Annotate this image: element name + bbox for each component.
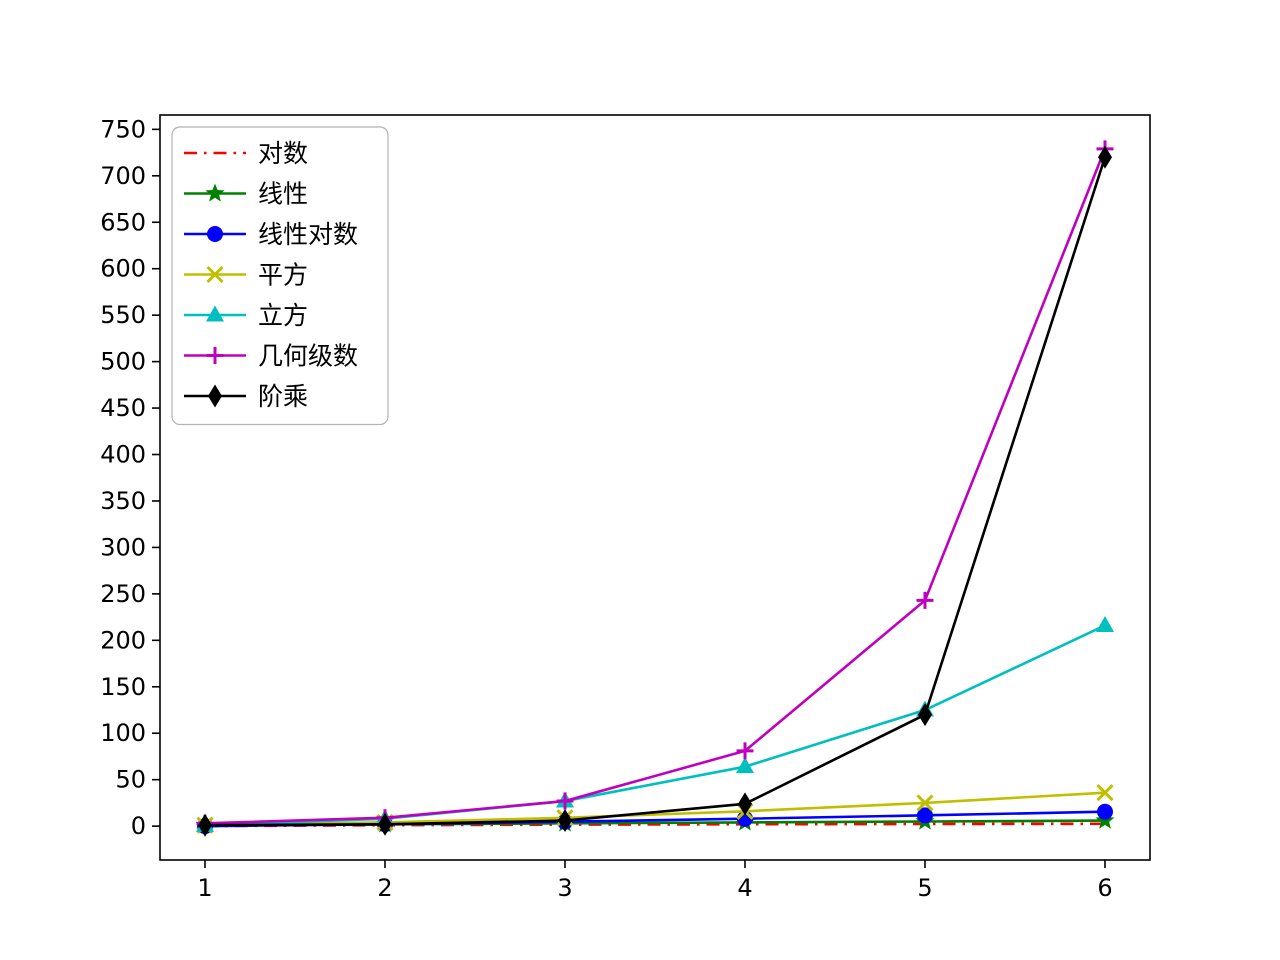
circle-marker [917, 807, 933, 824]
circle-marker [1097, 803, 1113, 820]
legend-label-factorial: 阶乘 [258, 382, 308, 411]
diamond-marker [558, 809, 572, 833]
diamond-marker [208, 384, 222, 408]
series-line-geometric [204, 148, 1107, 825]
x-marker [1096, 784, 1114, 802]
legend-entry-linearithmic: 线性对数 [184, 220, 358, 249]
legend-label-geometric: 几何级数 [258, 342, 358, 371]
x-marker [206, 265, 224, 284]
x-tick-label: 3 [557, 874, 572, 902]
legend-entry-linear: 线性 [184, 180, 308, 209]
legend-label-linearithmic: 线性对数 [258, 220, 358, 249]
y-axis: 0 50 100 150 200 250 300 350 400 450 500 550 600 650 7… [100, 115, 160, 840]
y-tick-label: 250 [100, 580, 146, 608]
y-tick-label: 600 [100, 255, 146, 283]
y-tick-label: 0 [131, 812, 146, 840]
diamond-marker [918, 703, 932, 727]
x-tick-label: 1 [197, 874, 212, 902]
y-tick-label: 650 [100, 208, 146, 236]
series-line-factorial [204, 156, 1107, 827]
triangle-marker [206, 305, 224, 322]
legend-entry-factorial: 阶乘 [184, 382, 308, 411]
plus-marker [206, 347, 224, 364]
y-tick-label: 400 [100, 441, 146, 469]
legend-entry-log: 对数 [184, 139, 308, 168]
series-line-cubic [204, 624, 1106, 827]
x-marker [916, 794, 934, 812]
axes-frame [159, 114, 1151, 861]
series-factorial [198, 145, 1112, 837]
legend-entry-cubic: 立方 [184, 301, 308, 330]
plus-marker [736, 742, 754, 760]
y-tick-label: 750 [100, 115, 146, 143]
y-tick-label: 150 [100, 673, 146, 701]
legend-label-linear: 线性 [258, 180, 308, 209]
y-tick-label: 550 [100, 301, 146, 329]
triangle-marker [1096, 615, 1114, 632]
series-markers-factorial [198, 145, 1112, 837]
y-tick-label: 500 [100, 348, 146, 376]
circle-marker [207, 226, 223, 242]
diamond-marker [738, 792, 752, 816]
y-tick-label: 200 [100, 626, 146, 654]
y-tick-label: 50 [115, 766, 146, 794]
diamond-marker [378, 812, 392, 836]
legend-entry-square: 平方 [184, 261, 308, 290]
legend-label-cubic: 立方 [258, 301, 308, 330]
y-tick-label: 700 [100, 162, 146, 190]
diamond-marker [198, 813, 212, 837]
x-tick-label: 6 [1097, 874, 1112, 902]
legend-label-log: 对数 [258, 139, 308, 168]
y-tick-label: 100 [100, 719, 146, 747]
y-tick-label: 350 [100, 487, 146, 515]
x-tick-label: 2 [377, 874, 392, 902]
legend-label-square: 平方 [258, 261, 308, 290]
plus-marker [916, 591, 934, 609]
y-tick-label: 300 [100, 533, 146, 561]
y-tick-label: 450 [100, 394, 146, 422]
legend-box [171, 126, 389, 426]
x-axis: 1 2 3 4 5 6 [197, 860, 1113, 902]
plus-marker [556, 792, 574, 810]
x-tick-label: 4 [737, 874, 752, 902]
diamond-marker [1098, 145, 1112, 169]
triangle-marker [736, 757, 754, 774]
legend-entry-geometric: 几何级数 [184, 342, 358, 371]
star-marker [205, 183, 225, 202]
x-tick-label: 5 [917, 874, 932, 902]
series-line-square [204, 791, 1106, 827]
